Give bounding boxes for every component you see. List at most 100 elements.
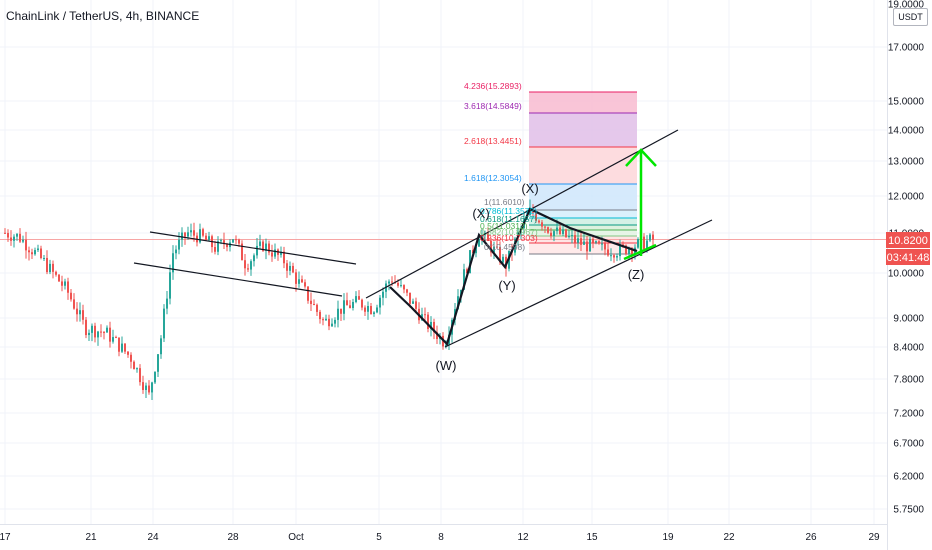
wave-label: (Z) (628, 267, 645, 282)
price-tick: 19.0000 (888, 0, 925, 11)
trend-line (149, 231, 357, 265)
candle-body (466, 269, 468, 274)
candle-body (295, 272, 297, 284)
candle-body (601, 243, 603, 245)
grid (0, 0, 887, 524)
candle-body (406, 289, 408, 293)
candle-body (31, 252, 33, 255)
candle-body (316, 304, 318, 312)
candle-body (70, 292, 72, 300)
candle-body (379, 297, 381, 308)
candle-body (109, 327, 111, 342)
candle-body (46, 257, 48, 273)
candle-body (595, 241, 597, 243)
candle-body (94, 325, 96, 338)
candle-body (157, 354, 159, 372)
fib-level-label: 0.5(11.0312) (480, 221, 528, 231)
candle-body (55, 271, 57, 275)
candle-body (463, 269, 465, 290)
currency-button[interactable]: USDT (893, 8, 928, 26)
candle-body (244, 260, 246, 269)
time-tick: 15 (586, 532, 598, 543)
candle-body (7, 232, 9, 238)
candle-body (376, 307, 378, 313)
candle-body (82, 310, 84, 320)
candle-body (430, 321, 432, 329)
fib-level-label: 0.382(10.8967) (480, 227, 538, 237)
candle-body (16, 233, 18, 237)
candle-body (103, 332, 105, 334)
candle-body (346, 300, 348, 306)
candle-body (559, 227, 561, 234)
candle-body (289, 265, 291, 271)
candle-body (238, 239, 240, 244)
candle-body (61, 281, 63, 286)
candle-body (565, 229, 567, 237)
price-tick: 5.7500 (893, 505, 924, 516)
candle-body (262, 241, 264, 251)
candle-body (187, 232, 189, 237)
candle-body (178, 239, 180, 250)
candle-body (403, 285, 405, 290)
candle-body (373, 312, 375, 315)
price-tick: 6.7000 (893, 439, 924, 450)
candle-body (214, 247, 216, 252)
candle-body (541, 222, 543, 227)
candle-body (151, 382, 153, 393)
candle-body (115, 337, 117, 339)
candle-body (67, 281, 69, 293)
candle-body (100, 331, 102, 333)
price-tick: 14.0000 (888, 126, 925, 137)
candle-body (355, 296, 357, 303)
candle-body (607, 249, 609, 256)
candle-body (28, 250, 30, 253)
candle-body (91, 325, 93, 333)
candle-body (319, 311, 321, 320)
candle-body (631, 248, 633, 254)
candle-body (469, 250, 471, 274)
candle-body (490, 240, 492, 253)
candle-body (424, 314, 426, 316)
candle-body (49, 263, 51, 273)
candle-body (586, 241, 588, 252)
fib-zone (529, 243, 637, 254)
wave-label: (Y) (498, 278, 515, 293)
candle-body (265, 243, 267, 251)
candle-body (208, 236, 210, 241)
candle-body (205, 235, 207, 241)
price-tick: 15.0000 (888, 97, 925, 108)
fib-level-label: 0.786(11.3572) (480, 206, 537, 216)
candle-body (613, 255, 615, 258)
price-tick: 12.0000 (888, 192, 925, 203)
wave-path (389, 207, 638, 347)
drawings (133, 129, 713, 348)
candle-body (181, 232, 183, 240)
candle-body (202, 229, 204, 236)
current-price-badge: 10.8200 03:41:48 (886, 232, 930, 265)
fib-zone (529, 113, 637, 147)
candles (4, 199, 654, 400)
candle-body (13, 236, 15, 241)
candle-body (130, 354, 132, 362)
candle-body (145, 385, 147, 391)
candle-body (571, 235, 573, 237)
candle-body (112, 337, 114, 342)
candle-body (34, 250, 36, 255)
candle-body (40, 248, 42, 259)
candle-body (223, 240, 225, 245)
candle-body (259, 241, 261, 246)
candle-body (85, 319, 87, 336)
candle-body (496, 246, 498, 248)
candle-body (121, 343, 123, 352)
candle-body (637, 239, 639, 248)
candle-body (250, 261, 252, 270)
candle-body (298, 279, 300, 284)
chart-title: ChainLink / TetherUS, 4h, BINANCE (6, 9, 200, 23)
candle-body (184, 232, 186, 237)
candle-body (247, 268, 249, 270)
fib-level-label: 0(10.4598) (484, 242, 525, 252)
candle-body (478, 238, 480, 247)
candle-body (538, 220, 540, 223)
